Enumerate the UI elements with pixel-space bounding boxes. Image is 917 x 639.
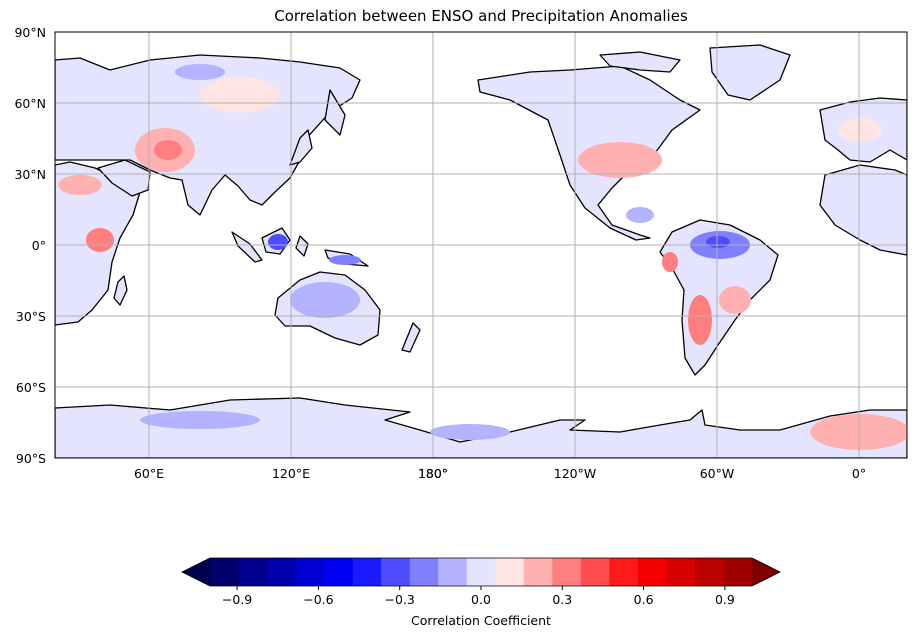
lat-tick-label: 60°S (16, 380, 46, 395)
patch-australia (290, 282, 360, 318)
colorbar-extend-min (182, 558, 210, 586)
colorbar-segment (495, 558, 525, 586)
patch-argentina (688, 295, 712, 345)
land-masses (55, 44, 907, 458)
colorbar: −0.9 −0.6 −0.3 0.0 0.3 0.6 0.9 (181, 557, 781, 607)
colorbar-segment (637, 558, 667, 586)
lon-tick-label: 60°E (134, 466, 164, 481)
patch-antarctica-west (140, 411, 260, 429)
map-frame (54, 31, 908, 459)
patch-antarctica-east (810, 414, 907, 450)
patch-north-africa (58, 175, 102, 195)
colorbar-outline (181, 557, 781, 587)
colorbar-tick-label: −0.6 (303, 592, 333, 607)
lon-tick-labels: 60°E 120°E 180° 180° 120°W 60°W 0° (134, 466, 866, 481)
colorbar-segment (352, 558, 382, 586)
lat-tick-label: 90°N (14, 25, 46, 40)
patch-east-africa (86, 228, 114, 252)
land-nz (401, 322, 421, 353)
patch-central-asia-core (154, 140, 182, 160)
colorbar-segment (523, 558, 553, 586)
colorbar-segment (694, 558, 724, 586)
lon-tick-label: 180° (418, 466, 448, 481)
lat-tick-label: 30°S (16, 309, 46, 324)
lat-tick-label: 0° (32, 238, 46, 253)
colorbar-segment (210, 558, 240, 586)
colorbar-tick-label: 0.6 (634, 592, 654, 607)
colorbar-tick-label: −0.3 (385, 592, 415, 607)
land-south-america (659, 219, 779, 376)
land-africa-right (819, 164, 907, 256)
colorbar-extend-max (752, 558, 780, 586)
colorbar-tick-label: 0.0 (471, 592, 491, 607)
patch-europe (838, 118, 882, 142)
patch-newguinea (329, 255, 361, 265)
patch-usa (578, 142, 662, 178)
colorbar-segment (466, 558, 496, 586)
patch-central-america (626, 207, 654, 223)
land-eurasia (55, 54, 361, 216)
gridlines (55, 32, 907, 458)
lon-tick-label: 120°W (554, 466, 596, 481)
land-sulawesi (295, 235, 309, 257)
colorbar-segment (438, 558, 468, 586)
lat-tick-label: 30°N (14, 167, 46, 182)
colorbar-label: Correlation Coefficient (411, 613, 551, 628)
lon-tick-label: 0° (852, 466, 866, 481)
colorbar-segment (238, 558, 268, 586)
patch-antarctica-ross (430, 424, 510, 440)
patch-amazon-core (706, 236, 730, 248)
chart-title: Correlation between ENSO and Precipitati… (274, 7, 688, 25)
colorbar-segment (609, 558, 639, 586)
colorbar-segment (580, 558, 610, 586)
land-kamchatka (324, 89, 346, 136)
lat-tick-labels: 90°N 60°N 30°N 0° 30°S 60°S 90°S (14, 25, 46, 466)
colorbar-segment (381, 558, 411, 586)
colorbar-segment (666, 558, 696, 586)
lat-tick-label: 60°N (14, 96, 46, 111)
map-area (55, 32, 907, 458)
colorbar-segment (409, 558, 439, 586)
land-sumatra (231, 231, 263, 263)
patch-siberia (200, 77, 280, 113)
lat-tick-label: 90°S (16, 451, 46, 466)
land-antarctica (55, 397, 907, 458)
patch-se-brazil (719, 286, 751, 314)
patch-siberia-blue (175, 64, 225, 80)
colorbar-tick-label: −0.9 (222, 592, 252, 607)
lon-tick-label: 60°W (700, 466, 735, 481)
colorbar-tick-label: 0.9 (715, 592, 735, 607)
lon-tick-label: 120°E (272, 466, 310, 481)
colorbar-segment (552, 558, 582, 586)
colorbar-segment (324, 558, 354, 586)
colorbar-segment (295, 558, 325, 586)
land-japan (289, 129, 313, 166)
land-greenland (709, 44, 791, 101)
colorbar-tick-label: 0.3 (552, 592, 572, 607)
patch-borneo (268, 234, 288, 250)
land-madagascar (113, 275, 128, 306)
colorbar-segment (723, 558, 753, 586)
lon-tick-label: 180° (418, 466, 448, 481)
patch-ecuador (662, 252, 678, 272)
colorbar-segment (267, 558, 297, 586)
land-arctic-islands (599, 51, 681, 73)
